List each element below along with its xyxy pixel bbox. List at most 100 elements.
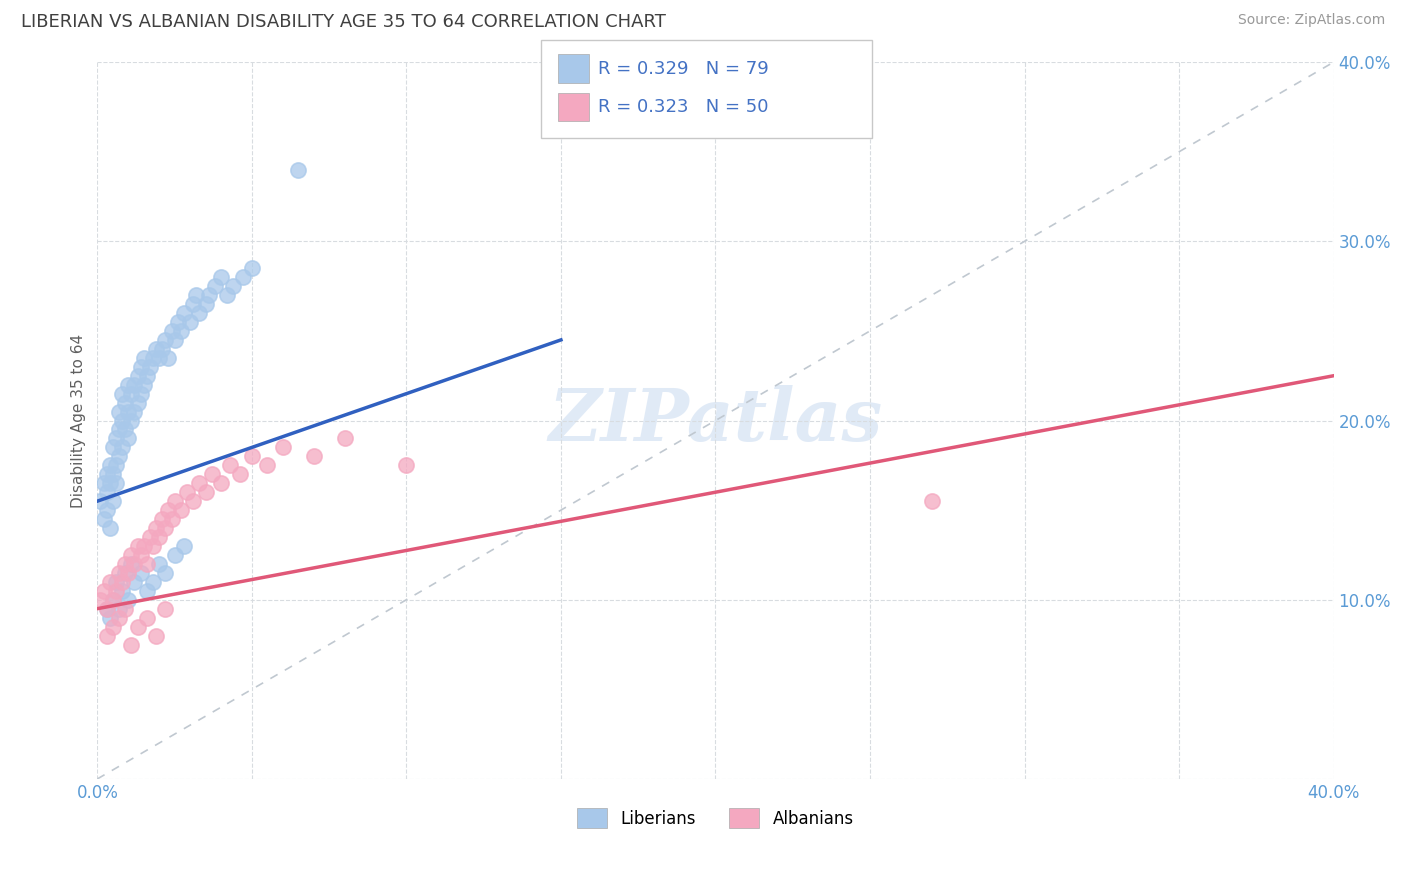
Text: LIBERIAN VS ALBANIAN DISABILITY AGE 35 TO 64 CORRELATION CHART: LIBERIAN VS ALBANIAN DISABILITY AGE 35 T…	[21, 13, 666, 31]
Point	[142, 539, 165, 553]
Point	[232, 270, 254, 285]
Point	[124, 377, 146, 392]
Point	[101, 592, 124, 607]
Point	[148, 557, 170, 571]
Legend: Liberians, Albanians: Liberians, Albanians	[571, 801, 860, 835]
Point	[135, 557, 157, 571]
Point	[108, 610, 131, 624]
Point	[160, 324, 183, 338]
Point	[129, 566, 152, 580]
Point	[98, 610, 121, 624]
Point	[222, 279, 245, 293]
Point	[117, 404, 139, 418]
Point	[209, 270, 232, 285]
Point	[104, 432, 127, 446]
Point	[148, 351, 170, 365]
Point	[124, 557, 146, 571]
Y-axis label: Disability Age 35 to 64: Disability Age 35 to 64	[72, 334, 86, 508]
Point	[139, 530, 162, 544]
Point	[145, 342, 167, 356]
Point	[120, 386, 142, 401]
Point	[108, 566, 131, 580]
Point	[117, 566, 139, 580]
Point	[197, 288, 219, 302]
Point	[98, 458, 121, 473]
Point	[98, 574, 121, 589]
Point	[120, 557, 142, 571]
Point	[96, 601, 118, 615]
Point	[114, 557, 136, 571]
Point	[170, 503, 193, 517]
Point	[142, 574, 165, 589]
Point	[132, 539, 155, 553]
Point	[204, 279, 226, 293]
Point	[104, 583, 127, 598]
Point	[108, 450, 131, 464]
Point	[302, 450, 325, 464]
Point	[163, 333, 186, 347]
Point	[181, 297, 204, 311]
Point	[217, 288, 239, 302]
Point	[96, 601, 118, 615]
Point	[108, 404, 131, 418]
Point	[120, 548, 142, 562]
Point	[132, 377, 155, 392]
Point	[114, 395, 136, 409]
Point	[101, 441, 124, 455]
Point	[117, 432, 139, 446]
Point	[395, 458, 418, 473]
Point	[96, 485, 118, 500]
Point	[114, 601, 136, 615]
Point	[155, 566, 177, 580]
Point	[104, 476, 127, 491]
Point	[129, 548, 152, 562]
Point	[188, 306, 211, 320]
Point	[104, 574, 127, 589]
Point	[96, 503, 118, 517]
Point	[135, 368, 157, 383]
Point	[98, 521, 121, 535]
Point	[129, 359, 152, 374]
Point	[194, 297, 217, 311]
Point	[96, 467, 118, 482]
Point	[256, 458, 278, 473]
Point	[163, 494, 186, 508]
Point	[89, 592, 111, 607]
Point	[150, 512, 173, 526]
Point	[127, 539, 149, 553]
Text: R = 0.323   N = 50: R = 0.323 N = 50	[598, 98, 768, 116]
Point	[155, 521, 177, 535]
Point	[142, 351, 165, 365]
Point	[150, 342, 173, 356]
Point	[173, 306, 195, 320]
Point	[93, 583, 115, 598]
Point	[101, 494, 124, 508]
Point	[173, 539, 195, 553]
Point	[219, 458, 242, 473]
Point	[181, 494, 204, 508]
Point	[101, 619, 124, 633]
Point	[157, 351, 180, 365]
Point	[188, 476, 211, 491]
Point	[145, 521, 167, 535]
Point	[98, 476, 121, 491]
Point	[114, 566, 136, 580]
Point	[120, 638, 142, 652]
Point	[209, 476, 232, 491]
Point	[104, 458, 127, 473]
Point	[96, 629, 118, 643]
Point	[117, 592, 139, 607]
Point	[108, 601, 131, 615]
Point	[155, 333, 177, 347]
Point	[228, 467, 250, 482]
Point	[921, 494, 943, 508]
Point	[89, 494, 111, 508]
Point	[127, 368, 149, 383]
Point	[127, 619, 149, 633]
Point	[135, 583, 157, 598]
Text: Source: ZipAtlas.com: Source: ZipAtlas.com	[1237, 13, 1385, 28]
Point	[111, 574, 134, 589]
Point	[186, 288, 208, 302]
Point	[108, 422, 131, 436]
Point	[157, 503, 180, 517]
